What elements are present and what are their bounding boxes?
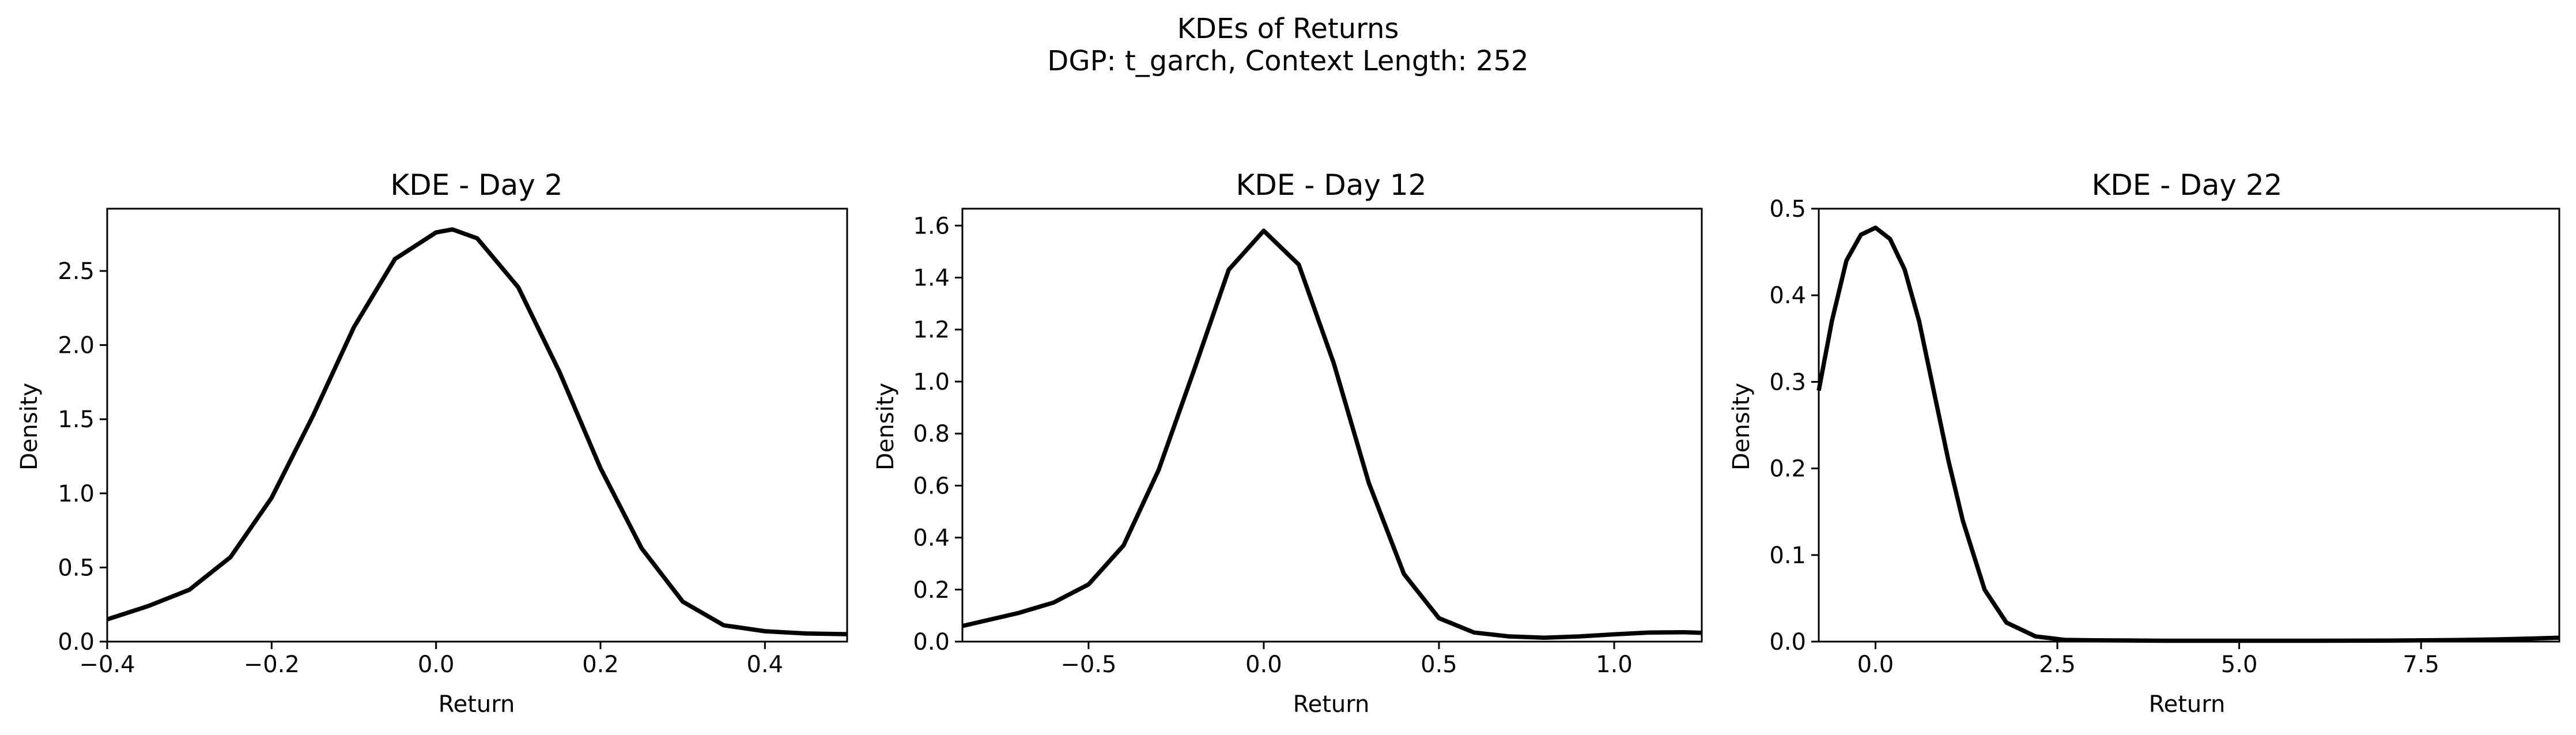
y-tick-label: 0.0 bbox=[58, 629, 95, 655]
y-tick-label: 0.6 bbox=[913, 473, 950, 499]
figure-title-line2: DGP: t_garch, Context Length: 252 bbox=[1047, 45, 1528, 77]
x-tick-label: 0.5 bbox=[1421, 651, 1457, 678]
x-tick-label: 0.2 bbox=[582, 651, 619, 678]
x-tick-label: 0.4 bbox=[747, 651, 784, 678]
subplot-title: KDE - Day 12 bbox=[1236, 168, 1427, 202]
y-tick-label: 0.8 bbox=[913, 421, 950, 447]
axes-day-12: −0.5 0.0 0.5 1.0 0.0 0.2 0.4 0.6 0.8 1.0 1.2 1.4 1.6 bbox=[913, 208, 1703, 678]
y-tick-label: 2.5 bbox=[58, 258, 95, 285]
y-tick-label: 0.4 bbox=[1769, 282, 1806, 309]
y-tick-label: 0.3 bbox=[1769, 369, 1806, 395]
x-tick-label: −0.5 bbox=[1060, 651, 1116, 678]
y-tick-label: 0.5 bbox=[1769, 196, 1806, 223]
subplot-day-2: KDE - Day 2 −0.4 −0.2 0.0 0.2 0.4 0.0 0.5 1.0 1.… bbox=[16, 168, 848, 718]
x-tick-label: 7.5 bbox=[2403, 651, 2439, 678]
y-tick-label: 0.1 bbox=[1769, 542, 1806, 569]
subplot-day-22: KDE - Day 22 0.0 2.5 5.0 7.5 0.0 0.1 0.2 0.3 0.4… bbox=[1728, 168, 2560, 718]
axes-day-22: 0.0 2.5 5.0 7.5 0.0 0.1 0.2 0.3 0.4 0.5 bbox=[1769, 196, 2560, 678]
x-tick-label: −0.2 bbox=[244, 651, 300, 678]
x-tick-label: −0.4 bbox=[79, 651, 135, 678]
y-tick-label: 1.6 bbox=[913, 213, 950, 239]
x-axis-label: Return bbox=[1293, 691, 1370, 718]
kde-curve bbox=[1816, 225, 2560, 643]
y-axis-label: Density bbox=[872, 383, 899, 470]
y-tick-label: 1.4 bbox=[913, 265, 950, 292]
x-tick-label: 0.0 bbox=[418, 651, 455, 678]
y-tick-label: 0.0 bbox=[913, 629, 950, 655]
axes-day-2: −0.4 −0.2 0.0 0.2 0.4 0.0 0.5 1.0 1.5 2.0 2.5 bbox=[58, 208, 848, 678]
x-tick-label: 0.0 bbox=[1245, 651, 1282, 678]
plot-frame bbox=[106, 208, 848, 643]
subplot-day-12: KDE - Day 12 −0.5 0.0 0.5 1.0 0.0 0.2 0.4 0.6 0.… bbox=[872, 168, 1703, 718]
plot-frame bbox=[961, 208, 1703, 643]
kde-curve bbox=[106, 227, 848, 636]
y-tick-label: 2.0 bbox=[58, 333, 95, 359]
y-tick-label: 1.5 bbox=[58, 406, 95, 433]
figure-title-line1: KDEs of Returns bbox=[1177, 13, 1399, 45]
y-tick-label: 0.2 bbox=[1769, 456, 1806, 483]
x-axis-label: Return bbox=[2149, 691, 2226, 718]
y-tick-label: 0.5 bbox=[58, 555, 95, 581]
y-tick-label: 0.2 bbox=[913, 577, 950, 604]
y-tick-label: 1.2 bbox=[913, 317, 950, 344]
plot-frame bbox=[1818, 208, 2560, 643]
x-tick-label: 0.0 bbox=[1857, 651, 1894, 678]
x-tick-label: 1.0 bbox=[1596, 651, 1633, 678]
subplot-title: KDE - Day 2 bbox=[390, 168, 562, 202]
x-tick-label: 5.0 bbox=[2221, 651, 2258, 678]
y-tick-label: 0.0 bbox=[1769, 629, 1806, 655]
y-tick-label: 1.0 bbox=[58, 481, 95, 507]
y-tick-label: 1.0 bbox=[913, 369, 950, 395]
kde-curve bbox=[962, 228, 1702, 640]
x-tick-label: 2.5 bbox=[2039, 651, 2076, 678]
y-axis-label: Density bbox=[1728, 383, 1755, 470]
y-tick-label: 0.4 bbox=[913, 525, 950, 552]
y-axis-label: Density bbox=[16, 383, 43, 470]
x-axis-label: Return bbox=[439, 691, 515, 718]
subplot-title: KDE - Day 22 bbox=[2092, 168, 2283, 202]
